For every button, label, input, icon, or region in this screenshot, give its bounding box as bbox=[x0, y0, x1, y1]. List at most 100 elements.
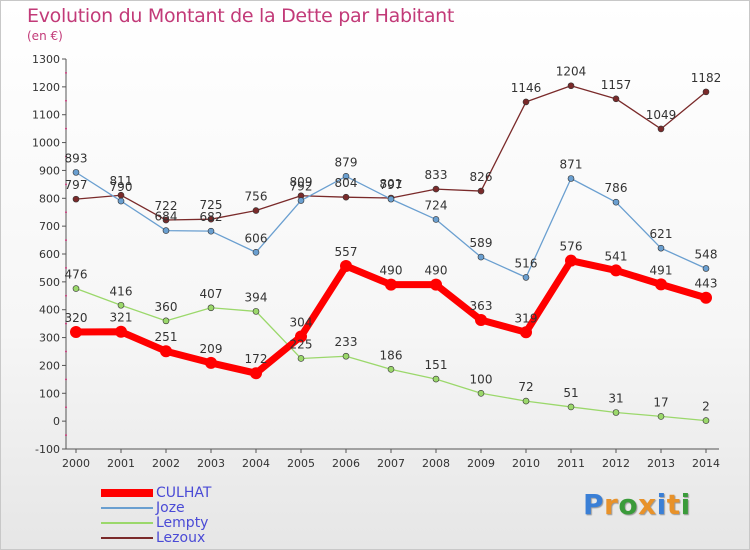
data-label-lezoux: 801 bbox=[380, 177, 403, 191]
y-axis-minor-mark bbox=[65, 322, 67, 325]
data-label-joze: 792 bbox=[290, 180, 313, 194]
data-label-lempty: 225 bbox=[290, 337, 313, 351]
y-tick-label: 1300 bbox=[32, 53, 60, 66]
data-point-culhat bbox=[385, 278, 397, 291]
legend-label: Joze bbox=[156, 500, 185, 516]
data-point-lempty bbox=[432, 375, 440, 383]
data-label-lezoux: 725 bbox=[200, 198, 223, 212]
legend-swatch bbox=[101, 489, 153, 497]
y-tick-label: -100 bbox=[35, 443, 60, 456]
data-label-lezoux: 811 bbox=[110, 174, 133, 188]
x-tick-label: 2004 bbox=[242, 457, 270, 470]
data-label-culhat: 490 bbox=[380, 264, 403, 278]
data-label-culhat: 321 bbox=[110, 311, 133, 325]
y-tick-label: 0 bbox=[53, 415, 60, 428]
data-label-lezoux: 1182 bbox=[691, 71, 722, 85]
data-point-lezoux bbox=[342, 193, 350, 201]
y-tick-label: 1100 bbox=[32, 109, 60, 122]
logo-letter: t bbox=[666, 488, 681, 521]
data-label-lempty: 416 bbox=[110, 284, 133, 298]
data-point-lezoux bbox=[252, 207, 260, 214]
logo-letter: x bbox=[638, 488, 657, 521]
y-axis-minor-mark bbox=[65, 239, 67, 242]
x-tick-label: 2006 bbox=[332, 457, 360, 470]
x-tick-label: 2005 bbox=[287, 457, 315, 470]
legend-label: Lezoux bbox=[156, 530, 206, 546]
data-point-lempty bbox=[297, 355, 305, 362]
data-label-lezoux: 1049 bbox=[646, 108, 677, 122]
data-point-culhat bbox=[610, 264, 622, 277]
data-point-culhat bbox=[205, 356, 217, 369]
data-point-lempty bbox=[477, 389, 485, 397]
data-point-lezoux bbox=[72, 195, 80, 203]
data-point-lezoux bbox=[567, 82, 575, 90]
y-tick-label: 800 bbox=[39, 192, 60, 205]
data-label-lempty: 360 bbox=[155, 300, 178, 314]
data-point-culhat bbox=[115, 325, 127, 338]
data-label-joze: 516 bbox=[515, 256, 538, 270]
data-label-lezoux: 756 bbox=[245, 190, 268, 204]
data-point-lempty bbox=[72, 285, 80, 292]
x-tick-label: 2008 bbox=[422, 457, 450, 470]
logo-letter: i bbox=[680, 488, 691, 521]
data-point-lempty bbox=[162, 317, 170, 325]
y-tick-label: 1000 bbox=[32, 137, 60, 150]
data-label-culhat: 490 bbox=[425, 264, 448, 278]
data-label-lempty: 233 bbox=[335, 335, 358, 349]
data-point-culhat bbox=[70, 326, 82, 338]
data-label-joze: 589 bbox=[470, 236, 493, 250]
data-label-lempty: 394 bbox=[245, 290, 268, 304]
data-point-lezoux bbox=[522, 98, 530, 106]
data-label-culhat: 363 bbox=[470, 299, 493, 313]
data-point-lezoux bbox=[432, 185, 440, 193]
data-label-lempty: 51 bbox=[563, 386, 578, 400]
data-point-lezoux bbox=[207, 215, 215, 223]
data-label-culhat: 251 bbox=[155, 330, 178, 344]
y-axis-minor-mark bbox=[65, 99, 67, 102]
data-point-lempty bbox=[207, 304, 215, 312]
data-label-culhat: 172 bbox=[245, 352, 268, 366]
chart-title: Evolution du Montant de la Dette par Hab… bbox=[27, 5, 455, 27]
x-tick-label: 2009 bbox=[467, 457, 495, 470]
data-label-joze: 682 bbox=[200, 210, 223, 224]
data-point-culhat bbox=[340, 259, 352, 272]
data-point-joze bbox=[207, 227, 215, 235]
data-point-joze bbox=[387, 195, 395, 203]
y-tick-label: 300 bbox=[39, 332, 60, 345]
data-label-lempty: 100 bbox=[470, 372, 493, 386]
data-point-joze bbox=[657, 244, 665, 252]
y-axis-minor-mark bbox=[65, 127, 67, 130]
data-label-lempty: 2 bbox=[702, 400, 710, 414]
data-label-joze: 724 bbox=[425, 198, 448, 212]
data-point-lezoux bbox=[612, 95, 620, 103]
data-label-joze: 871 bbox=[560, 158, 583, 172]
y-axis-minor-mark bbox=[65, 350, 67, 353]
data-point-lezoux bbox=[477, 187, 485, 195]
x-tick-label: 2002 bbox=[152, 457, 180, 470]
y-tick-label: 400 bbox=[39, 304, 60, 317]
x-tick-label: 2014 bbox=[692, 457, 720, 470]
data-point-lezoux bbox=[657, 125, 665, 133]
data-point-joze bbox=[117, 197, 125, 205]
data-label-culhat: 209 bbox=[200, 342, 223, 356]
data-label-joze: 790 bbox=[110, 180, 133, 194]
data-point-joze bbox=[162, 227, 170, 234]
data-point-joze bbox=[702, 265, 710, 272]
data-point-lezoux bbox=[162, 216, 170, 224]
data-label-joze: 548 bbox=[695, 247, 718, 261]
y-tick-label: 700 bbox=[39, 220, 60, 233]
data-point-culhat bbox=[520, 326, 532, 339]
data-point-culhat bbox=[160, 345, 172, 358]
y-axis-minor-mark bbox=[65, 155, 67, 158]
data-point-lezoux bbox=[702, 88, 710, 96]
y-tick-label: 600 bbox=[39, 248, 60, 261]
x-tick-label: 2000 bbox=[62, 457, 90, 470]
data-point-joze bbox=[522, 274, 530, 281]
x-tick-label: 2012 bbox=[602, 457, 630, 470]
logo-letter: r bbox=[604, 488, 619, 521]
x-tick-label: 2010 bbox=[512, 457, 540, 470]
data-point-joze bbox=[612, 198, 620, 206]
legend-label: Lempty bbox=[156, 515, 209, 531]
